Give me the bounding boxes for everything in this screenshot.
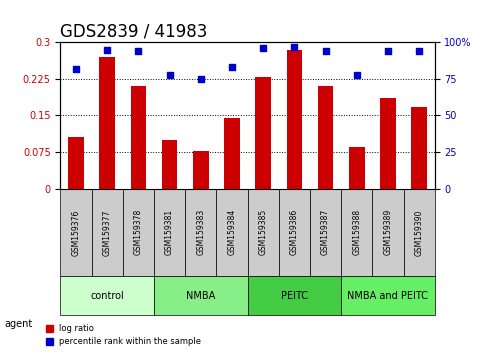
Text: GSM159389: GSM159389 [384, 209, 392, 256]
FancyBboxPatch shape [310, 189, 341, 276]
FancyBboxPatch shape [247, 276, 341, 315]
FancyBboxPatch shape [279, 189, 310, 276]
FancyBboxPatch shape [185, 189, 216, 276]
Point [322, 48, 329, 54]
Text: control: control [90, 291, 124, 301]
Bar [99, 57, 115, 189]
Point [290, 44, 298, 50]
FancyBboxPatch shape [154, 276, 247, 315]
FancyBboxPatch shape [216, 189, 247, 276]
Point [259, 46, 267, 51]
Point [103, 47, 111, 53]
Point [166, 72, 173, 78]
Text: PEITC: PEITC [281, 291, 308, 301]
Point [134, 48, 142, 54]
Bar [256, 76, 271, 189]
Text: GSM159387: GSM159387 [321, 209, 330, 256]
Text: GSM159383: GSM159383 [196, 209, 205, 256]
Text: NMBA and PEITC: NMBA and PEITC [347, 291, 428, 301]
Bar [286, 50, 302, 189]
Bar [193, 150, 209, 189]
FancyBboxPatch shape [372, 189, 403, 276]
Point [197, 76, 205, 82]
Point [353, 72, 361, 78]
Bar [68, 137, 84, 189]
FancyBboxPatch shape [60, 189, 92, 276]
FancyBboxPatch shape [341, 189, 372, 276]
FancyBboxPatch shape [247, 189, 279, 276]
Text: GSM159388: GSM159388 [352, 209, 361, 255]
Text: GSM159376: GSM159376 [71, 209, 81, 256]
FancyBboxPatch shape [341, 276, 435, 315]
Bar [412, 107, 427, 189]
Bar [349, 147, 365, 189]
Text: GSM159384: GSM159384 [227, 209, 237, 256]
Legend: log ratio, percentile rank within the sample: log ratio, percentile rank within the sa… [43, 321, 205, 350]
Point [228, 64, 236, 70]
Point [384, 48, 392, 54]
FancyBboxPatch shape [154, 189, 185, 276]
Text: GSM159377: GSM159377 [103, 209, 112, 256]
Text: NMBA: NMBA [186, 291, 215, 301]
FancyBboxPatch shape [92, 189, 123, 276]
Point [72, 66, 80, 72]
Text: GDS2839 / 41983: GDS2839 / 41983 [60, 23, 208, 41]
Bar [380, 98, 396, 189]
Bar [318, 86, 333, 189]
FancyBboxPatch shape [60, 276, 154, 315]
Bar [130, 86, 146, 189]
Text: agent: agent [5, 319, 33, 329]
Point [415, 48, 423, 54]
Text: GSM159378: GSM159378 [134, 209, 143, 256]
Text: GSM159385: GSM159385 [258, 209, 268, 256]
Text: GSM159381: GSM159381 [165, 209, 174, 255]
Text: GSM159390: GSM159390 [414, 209, 424, 256]
Bar [162, 140, 177, 189]
FancyBboxPatch shape [123, 189, 154, 276]
FancyBboxPatch shape [403, 189, 435, 276]
Bar [224, 118, 240, 189]
Text: GSM159386: GSM159386 [290, 209, 299, 256]
